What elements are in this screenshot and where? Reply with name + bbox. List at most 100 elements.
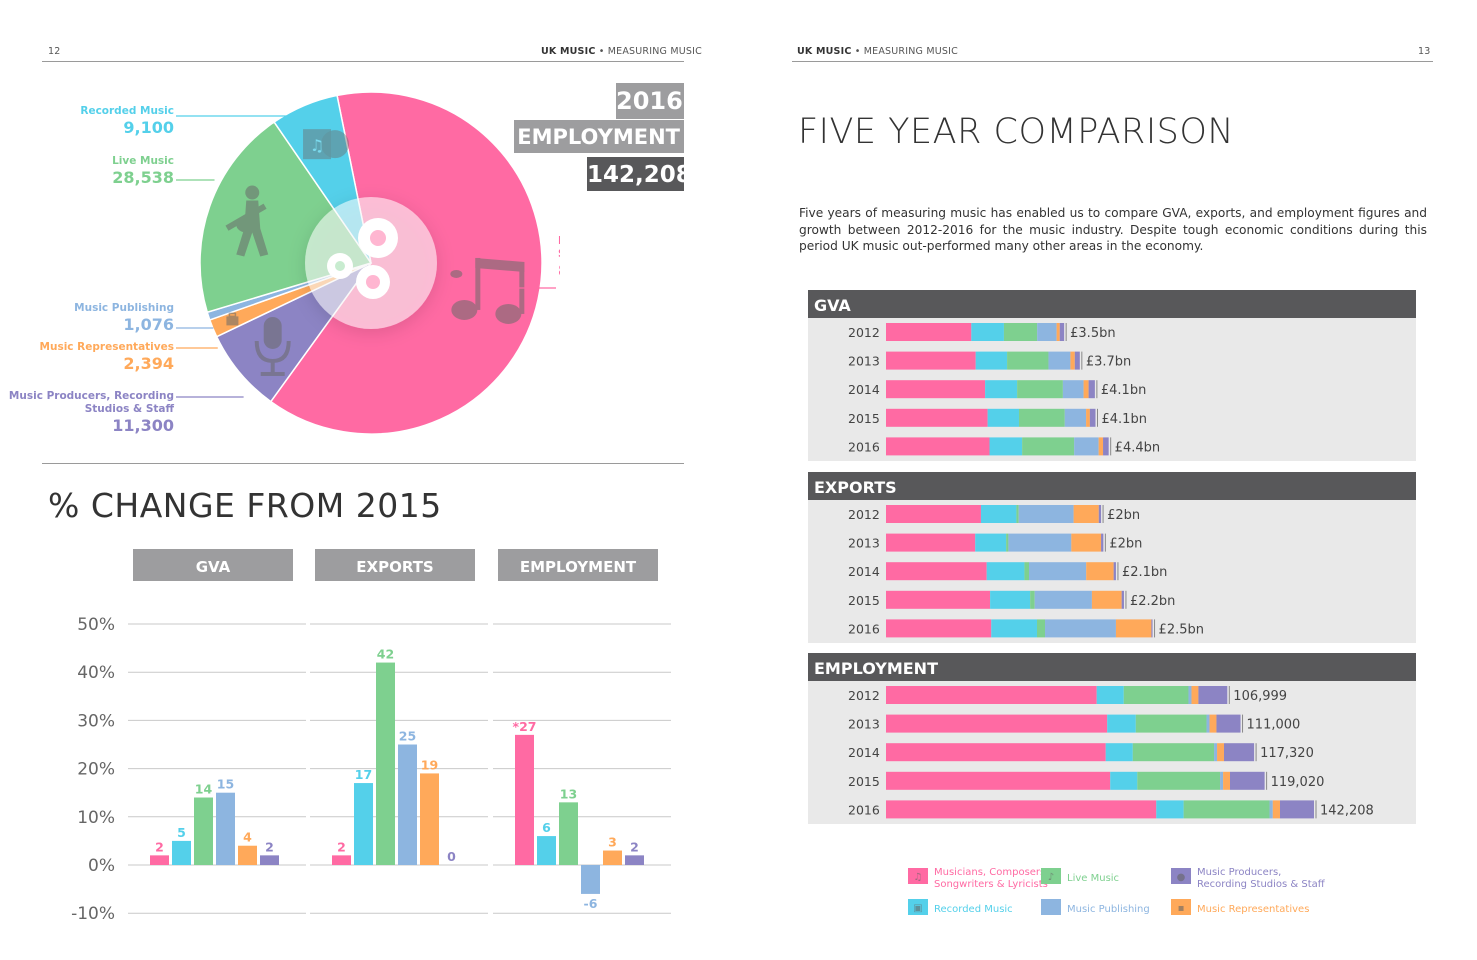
stack-segment-live <box>1022 437 1075 456</box>
stack-segment-producers <box>1074 351 1080 370</box>
stack-segment-representatives <box>1223 771 1231 790</box>
left-running-header: UK MUSIC • MEASURING MUSIC <box>541 46 702 57</box>
stack-segment-representatives <box>1073 505 1099 523</box>
row-total-label: 119,020 <box>1271 775 1325 790</box>
stack-segment-live <box>1016 505 1019 523</box>
briefcase-icon: ▪ <box>1178 903 1185 914</box>
row-year-label: 2015 <box>848 774 880 789</box>
stack-segment-representatives <box>1091 590 1122 609</box>
header-subtitle: MEASURING MUSIC <box>607 46 702 57</box>
stack-segment-publishing <box>1045 619 1116 638</box>
stack-segment-musicians <box>886 380 986 399</box>
bar-exports-musicians <box>332 855 351 865</box>
bar-value-label: 6 <box>542 820 551 835</box>
stack-segment-producers <box>1151 619 1153 638</box>
stack-segment-recorded <box>971 323 1004 341</box>
guitarist-head <box>245 185 260 200</box>
row-total-label: £2.1bn <box>1122 565 1167 580</box>
donut-value-recorded: 9,100 <box>123 118 174 137</box>
row-year-label: 2015 <box>848 593 880 608</box>
stack-segment-publishing <box>1008 533 1072 552</box>
y-tick-label: 0% <box>88 856 115 876</box>
legend-label-musicians: Songwriters & Lyricists <box>934 879 1048 890</box>
stack-segment-publishing <box>1269 800 1273 819</box>
stack-segment-publishing <box>1034 590 1092 609</box>
section-header-label: GVA <box>814 296 851 315</box>
stack-segment-recorded <box>986 562 1025 581</box>
brand-name: UK MUSIC <box>541 46 596 57</box>
stack-segment-producers <box>1223 743 1255 762</box>
panel-header-label: EMPLOYMENT <box>520 558 637 576</box>
stack-segment-producers <box>1113 562 1116 581</box>
bar-value-label: 42 <box>377 647 394 662</box>
left-page-number: 12 <box>48 46 61 57</box>
row-year-label: 2016 <box>848 802 880 817</box>
stack-segment-publishing <box>1220 771 1224 790</box>
donut-value-publishing: 1,076 <box>123 315 174 334</box>
section-header-gva <box>808 290 1416 318</box>
stack-segment-publishing <box>1206 714 1210 733</box>
mic-head <box>263 316 282 349</box>
section-header-label: EMPLOYMENT <box>814 659 938 678</box>
stack-segment-producers <box>1089 408 1096 427</box>
stack-segment-recorded <box>975 533 1007 552</box>
bar-employment-live <box>559 802 578 865</box>
stack-segment-representatives <box>1071 533 1102 552</box>
music-notes-icon: ♫ <box>914 872 923 883</box>
stack-segment-producers <box>1098 505 1102 523</box>
donut-label-representatives: Music Representatives <box>40 341 174 353</box>
donut-label-producers: Studios & Staff <box>85 403 175 415</box>
legend-label-representatives: Music Representatives <box>1197 904 1309 915</box>
employment-donut-chart: ♫ Musicians, Composers,Songwriters & Lyr… <box>9 91 560 435</box>
bar-value-label: 2 <box>630 839 639 854</box>
row-total-label: £4.4bn <box>1115 440 1160 455</box>
note-head <box>451 299 478 320</box>
stack-segment-live <box>1137 771 1221 790</box>
row-year-label: 2014 <box>848 382 880 397</box>
stack-segment-recorded <box>1156 800 1184 819</box>
row-year-label: 2016 <box>848 439 880 454</box>
section-header-exports <box>808 472 1416 500</box>
right-page-number: 13 <box>1418 46 1431 57</box>
mic-stand <box>270 360 275 373</box>
stack-segment-live <box>1030 590 1035 609</box>
y-tick-label: -10% <box>71 904 115 924</box>
bar-value-label: 2 <box>337 839 346 854</box>
bar-exports-publishing <box>398 744 417 865</box>
briefcase-body <box>226 316 239 326</box>
stack-segment-producers <box>1101 533 1104 552</box>
legend-label-producers: Music Producers, <box>1197 867 1281 878</box>
bar-value-label: 3 <box>608 835 617 850</box>
mic-base <box>260 371 285 376</box>
stack-segment-representatives <box>1209 714 1217 733</box>
stack-segment-musicians <box>886 533 976 552</box>
bar-value-label: *27 <box>513 719 537 734</box>
stack-segment-producers <box>1279 800 1314 819</box>
stack-segment-publishing <box>1062 380 1084 399</box>
row-total-label: 142,208 <box>1320 803 1374 818</box>
section-divider <box>42 463 684 464</box>
brand-name: UK MUSIC <box>797 46 852 57</box>
bar-value-label: 2 <box>155 839 164 854</box>
record-sleeve-icon: ▣ <box>913 903 922 914</box>
stack-segment-representatives <box>1056 323 1060 341</box>
stack-segment-musicians <box>886 800 1157 819</box>
bar-employment-producers <box>625 855 644 865</box>
employment-total-box: 142,208 <box>587 157 692 191</box>
bar-gva-recorded <box>172 840 191 865</box>
bar-exports-live <box>376 662 395 865</box>
right-running-header: UK MUSIC • MEASURING MUSIC <box>797 46 958 57</box>
panel-header-gva <box>133 549 293 581</box>
donut-label-recorded: Recorded Music <box>80 105 174 117</box>
bar-value-label: -6 <box>584 896 598 911</box>
row-year-label: 2012 <box>848 507 880 522</box>
stack-segment-producers <box>1230 771 1265 790</box>
bar-value-label: 13 <box>560 786 577 801</box>
row-total-label: £2.2bn <box>1130 594 1175 609</box>
stack-segment-publishing <box>1188 686 1192 704</box>
stack-segment-recorded <box>1105 743 1133 762</box>
legend-label-publishing: Music Publishing <box>1067 904 1150 915</box>
note-beam <box>475 257 525 272</box>
stack-segment-live <box>1006 533 1009 552</box>
row-total-label: 111,000 <box>1247 718 1301 733</box>
